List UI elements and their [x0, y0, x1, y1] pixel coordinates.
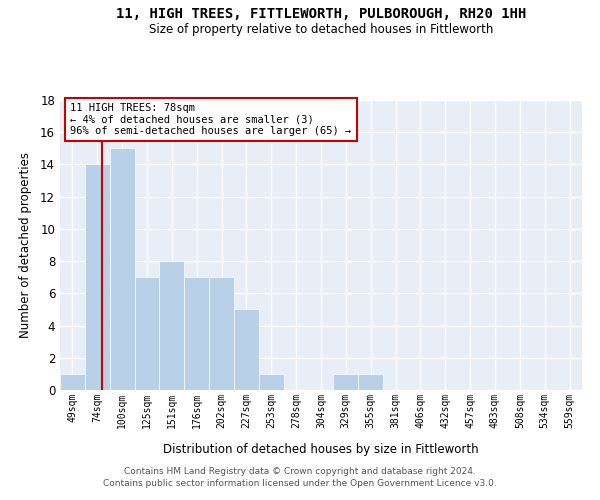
Bar — [160, 261, 184, 390]
Bar — [234, 310, 259, 390]
Y-axis label: Number of detached properties: Number of detached properties — [19, 152, 32, 338]
Text: Contains HM Land Registry data © Crown copyright and database right 2024.: Contains HM Land Registry data © Crown c… — [124, 467, 476, 476]
Bar — [60, 374, 85, 390]
Text: Size of property relative to detached houses in Fittleworth: Size of property relative to detached ho… — [149, 22, 493, 36]
Text: 11 HIGH TREES: 78sqm
← 4% of detached houses are smaller (3)
96% of semi-detache: 11 HIGH TREES: 78sqm ← 4% of detached ho… — [70, 103, 352, 136]
Bar — [209, 277, 234, 390]
Bar — [334, 374, 358, 390]
Text: Contains public sector information licensed under the Open Government Licence v3: Contains public sector information licen… — [103, 478, 497, 488]
Bar — [358, 374, 383, 390]
Text: Distribution of detached houses by size in Fittleworth: Distribution of detached houses by size … — [163, 442, 479, 456]
Bar — [110, 148, 134, 390]
Text: 11, HIGH TREES, FITTLEWORTH, PULBOROUGH, RH20 1HH: 11, HIGH TREES, FITTLEWORTH, PULBOROUGH,… — [116, 8, 526, 22]
Bar — [85, 164, 110, 390]
Bar — [134, 277, 160, 390]
Bar — [259, 374, 284, 390]
Bar — [184, 277, 209, 390]
